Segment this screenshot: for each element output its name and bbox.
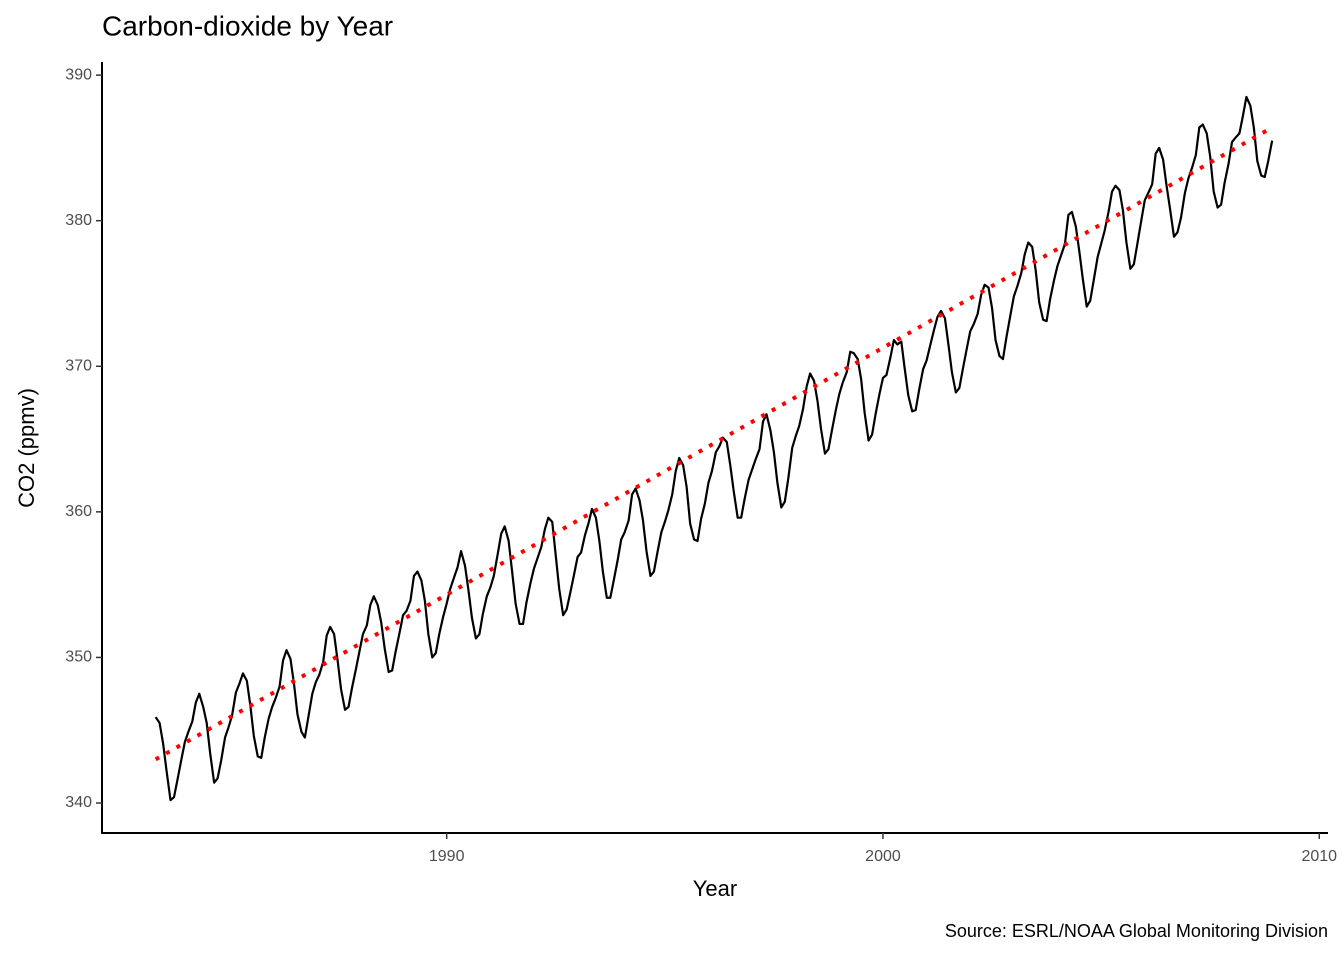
x-tick-label: 2000 <box>865 848 901 865</box>
x-tick-label: 1990 <box>429 848 465 865</box>
y-tick-label: 350 <box>65 649 92 666</box>
y-tick-label: 390 <box>65 66 92 83</box>
y-tick-label: 370 <box>65 357 92 374</box>
co2-line <box>154 95 1274 802</box>
x-tick-label: 2010 <box>1301 848 1337 865</box>
x-axis-title: Year <box>693 876 737 901</box>
y-tick-label: 380 <box>65 212 92 229</box>
y-axis-title: CO2 (ppmv) <box>14 388 39 508</box>
chart-title: Carbon-dioxide by Year <box>102 10 393 41</box>
y-tick-label: 360 <box>65 503 92 520</box>
trend-line <box>154 125 1274 762</box>
y-tick-label: 340 <box>65 794 92 811</box>
caption: Source: ESRL/NOAA Global Monitoring Divi… <box>945 921 1328 941</box>
